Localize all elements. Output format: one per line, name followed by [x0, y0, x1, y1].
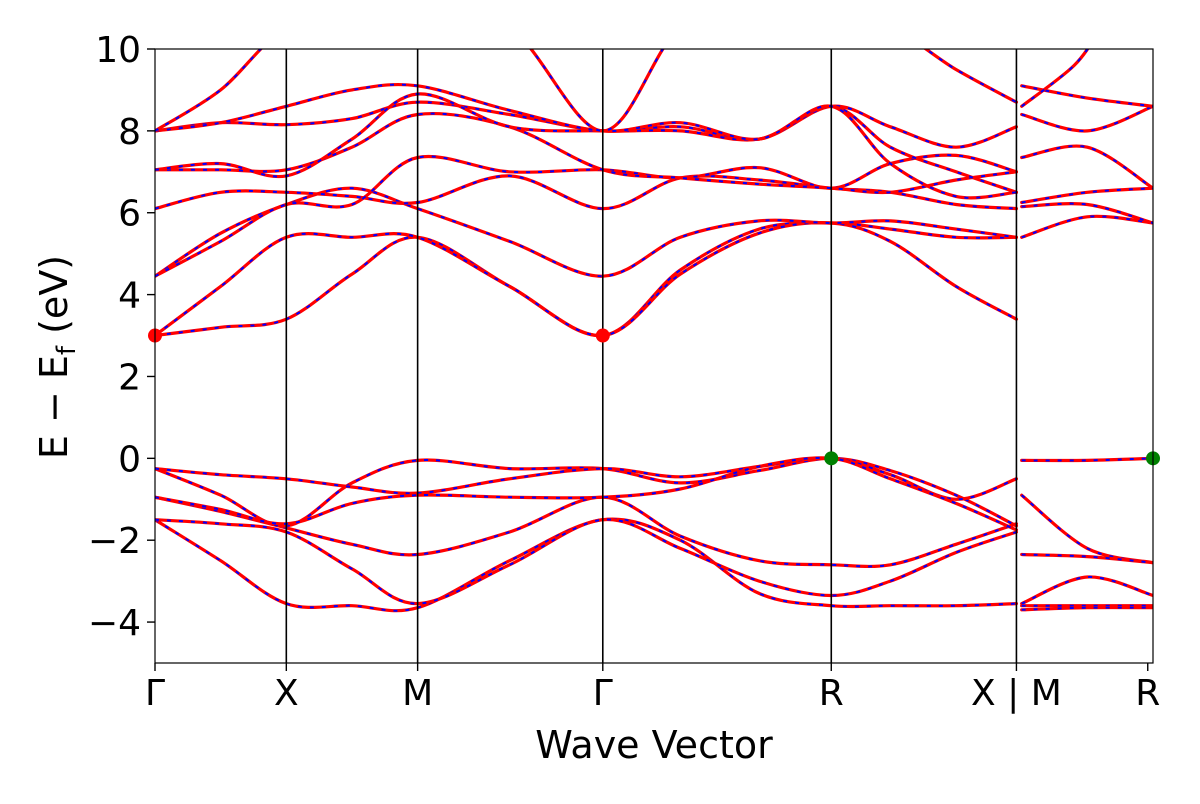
y-tick-label-6: 8	[118, 112, 141, 153]
y-tick-label-0: −4	[88, 603, 141, 644]
x-tick-label-2: M	[402, 673, 433, 714]
band-line-13	[155, 92, 1018, 194]
markers-layer	[148, 328, 1160, 466]
y-tick-label-3: 2	[118, 357, 141, 398]
y-tick-label-1: −2	[88, 521, 141, 562]
band-line-17	[1020, 493, 1153, 565]
band-line-10	[155, 153, 1018, 278]
band-overlay-4	[155, 457, 1017, 501]
x-tick-label-5: X | M	[971, 673, 1062, 714]
band-line-22	[1020, 214, 1153, 239]
plot-frame	[154, 48, 1154, 664]
y-tick-label-7: 10	[95, 30, 141, 71]
band-overlay-24	[1021, 187, 1153, 204]
y-axis-label: E − Ef (eV)	[32, 255, 82, 459]
band-line-15	[155, 49, 1018, 133]
y-axis-label-main: E − E	[32, 355, 76, 459]
band-overlay-17	[1021, 494, 1153, 564]
band-overlay-16	[1021, 457, 1153, 462]
x-tick-label-1: X	[274, 673, 299, 714]
bands-layer	[155, 49, 1153, 613]
y-tick-label-2: 0	[118, 439, 141, 480]
x-tick-label-3: Γ	[593, 673, 613, 714]
vbm-marker-0	[824, 451, 839, 466]
band-line-1	[155, 517, 1018, 606]
cbm-marker-1	[595, 328, 610, 343]
y-axis-label-unit: (eV)	[32, 255, 76, 346]
band-overlay-7	[155, 221, 1017, 337]
band-overlay-19	[1021, 575, 1153, 605]
band-line-14	[155, 82, 1018, 200]
band-line-19	[1020, 575, 1153, 606]
kpath-lines	[285, 49, 1018, 663]
y-tick-label-4: 4	[118, 276, 141, 317]
band-line-27	[1020, 84, 1153, 108]
x-tick-label-4: R	[819, 673, 844, 714]
band-overlay-23	[1021, 202, 1153, 224]
x-tick-label-6: R	[1135, 673, 1160, 714]
y-axis-ticks: −4 −2 0 2 4 6 8 10	[88, 30, 155, 644]
band-line-24	[1020, 186, 1153, 205]
y-tick-label-5: 6	[118, 194, 141, 235]
y-axis-label-subscript: f	[52, 345, 82, 355]
band-line-25	[1020, 144, 1153, 190]
x-axis-label: Wave Vector	[535, 723, 773, 767]
band-overlay-11	[155, 112, 1017, 194]
x-axis-ticks: Γ X M Γ R X | M R	[145, 663, 1160, 714]
band-line-26	[1020, 104, 1153, 133]
band-overlay-25	[1021, 145, 1153, 190]
band-overlay-21	[1021, 606, 1153, 611]
band-line-8	[155, 186, 1018, 278]
band-overlay-27	[1021, 84, 1153, 108]
band-overlay-26	[1021, 105, 1153, 132]
band-overlay-10	[155, 154, 1017, 278]
band-overlay-8	[155, 187, 1017, 278]
band-overlay-28	[1021, 49, 1089, 108]
band-overlay-22	[1021, 215, 1153, 239]
x-tick-label-0: Γ	[145, 673, 165, 714]
band-line-12	[155, 100, 1018, 149]
band-overlay-14	[155, 83, 1017, 199]
band-overlay-15	[155, 49, 1017, 132]
band-overlay-18	[1021, 553, 1153, 564]
